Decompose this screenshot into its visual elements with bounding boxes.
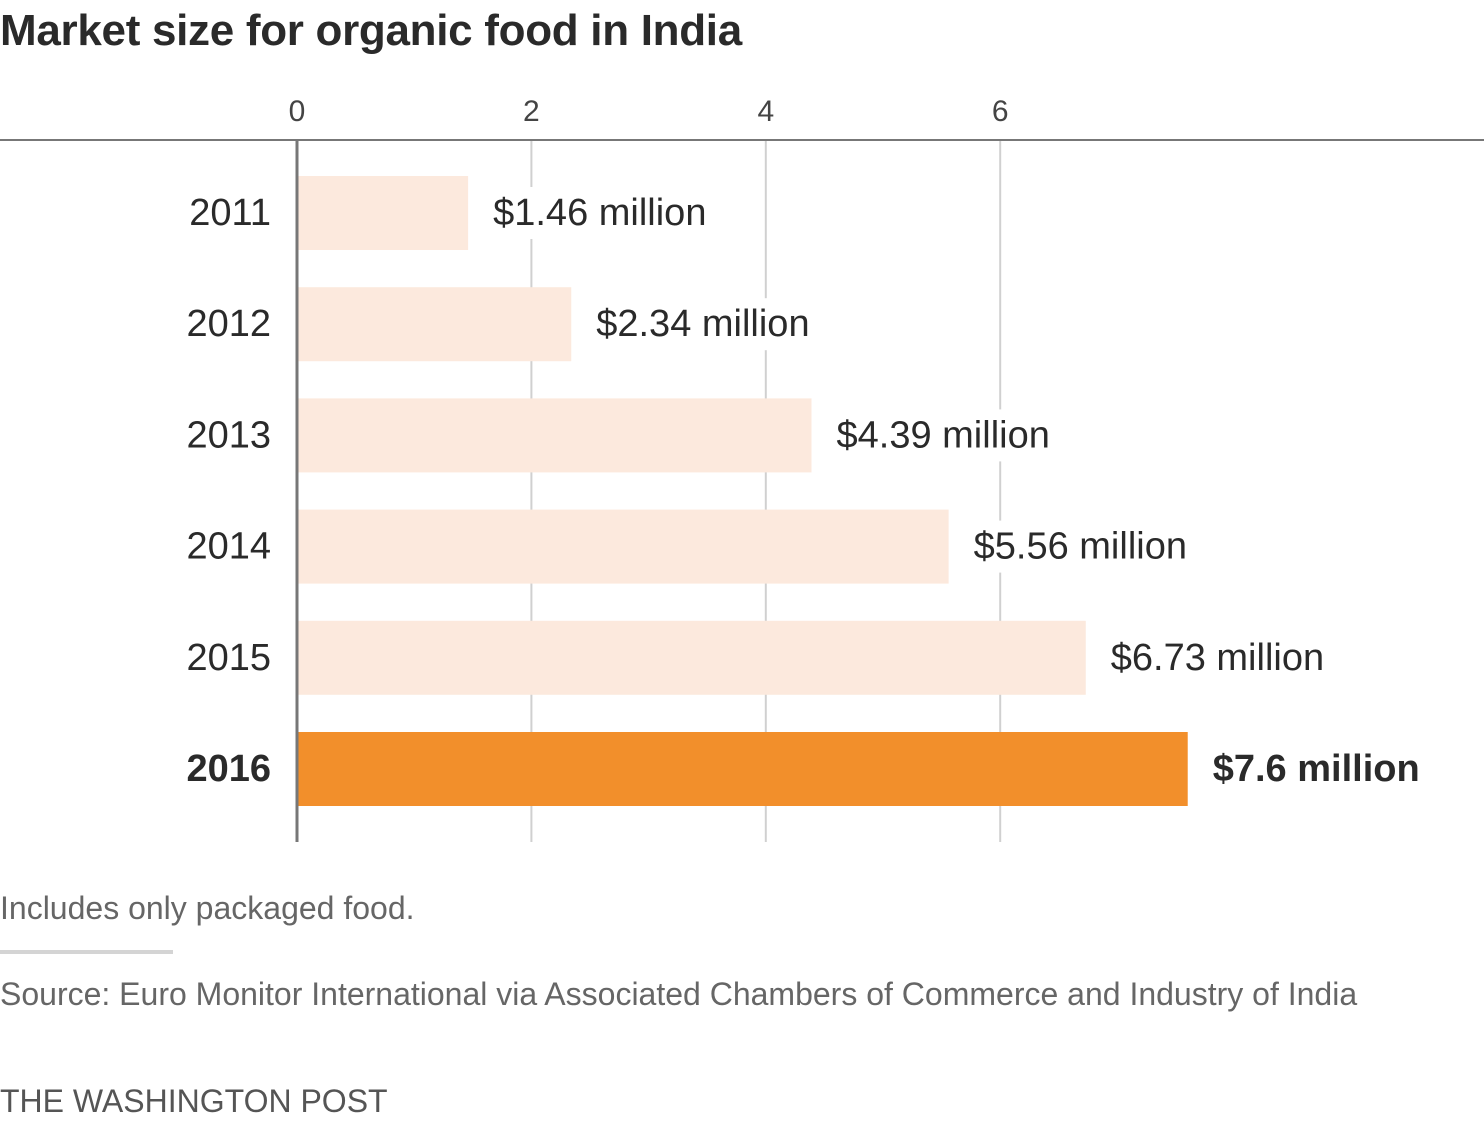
category-label: 2016 [186, 748, 271, 790]
bar [297, 176, 469, 250]
chart-title: Market size for organic food in India [0, 6, 742, 55]
value-label: $5.56 million [974, 526, 1187, 568]
category-label: 2014 [186, 526, 271, 568]
x-tick-label: 4 [757, 95, 774, 128]
value-label: $6.73 million [1111, 637, 1324, 679]
category-label: 2011 [189, 192, 271, 234]
value-label-bg [1201, 743, 1428, 795]
divider [0, 950, 173, 954]
credit-text: THE WASHINGTON POST [0, 1083, 388, 1119]
source-text: Source: Euro Monitor International via A… [0, 976, 1358, 1012]
bar [297, 509, 949, 584]
x-tick-label: 0 [289, 95, 306, 128]
category-label: 2015 [186, 637, 271, 679]
value-label-bg [1099, 631, 1344, 684]
bar [297, 620, 1086, 695]
x-tick-label: 6 [992, 95, 1009, 128]
category-label: 2013 [186, 414, 271, 456]
value-label: $2.34 million [596, 303, 809, 345]
bar [297, 398, 812, 473]
value-label-bg [825, 409, 1070, 462]
bar [297, 732, 1188, 806]
value-label: $1.46 million [493, 192, 706, 234]
value-label: $4.39 million [837, 414, 1050, 456]
x-tick-label: 2 [523, 95, 540, 128]
value-label-bg [962, 520, 1207, 573]
bar [297, 287, 572, 362]
value-label-bg [482, 187, 726, 239]
bar-chart: 0 2 4 6 2011 $1.46 million 2012 $2.34 million 20… [0, 95, 1484, 842]
chart-note: Includes only packaged food. [0, 890, 415, 926]
category-label: 2012 [186, 303, 271, 345]
value-label: $7.6 million [1213, 748, 1420, 790]
value-label-bg [585, 298, 829, 351]
